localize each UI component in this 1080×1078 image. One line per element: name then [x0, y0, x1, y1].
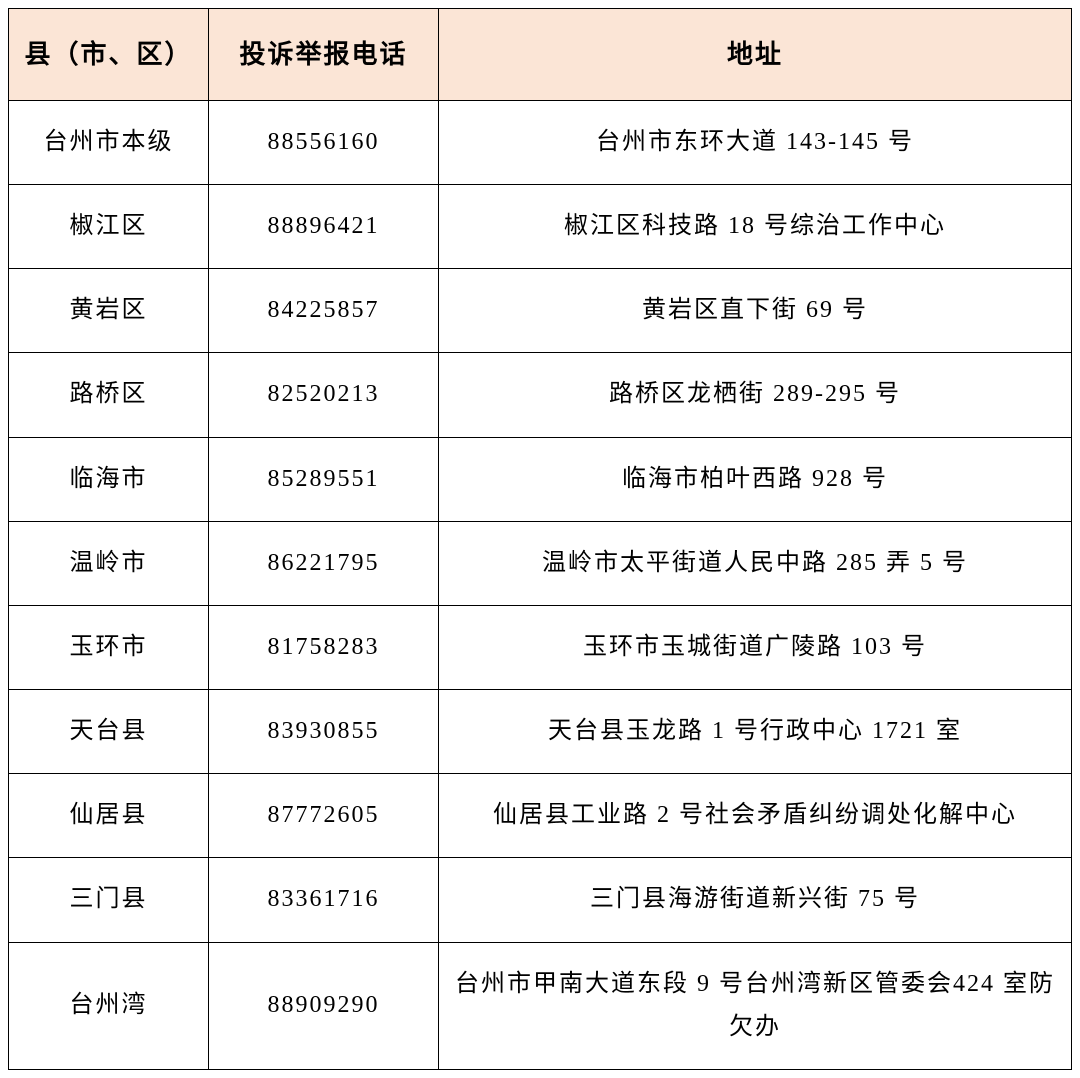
cell-district: 黄岩区 [9, 269, 209, 353]
cell-address: 台州市甲南大道东段 9 号台州湾新区管委会424 室防欠办 [439, 942, 1072, 1069]
table-header-row: 县（市、区） 投诉举报电话 地址 [9, 9, 1072, 101]
table-body: 台州市本级 88556160 台州市东环大道 143-145 号 椒江区 888… [9, 100, 1072, 1069]
cell-district: 台州市本级 [9, 100, 209, 184]
cell-phone: 81758283 [209, 605, 439, 689]
table-row: 台州湾 88909290 台州市甲南大道东段 9 号台州湾新区管委会424 室防… [9, 942, 1072, 1069]
cell-phone: 85289551 [209, 437, 439, 521]
cell-district: 温岭市 [9, 521, 209, 605]
cell-phone: 87772605 [209, 774, 439, 858]
cell-phone: 82520213 [209, 353, 439, 437]
cell-phone: 88556160 [209, 100, 439, 184]
cell-district: 临海市 [9, 437, 209, 521]
table-row: 临海市 85289551 临海市柏叶西路 928 号 [9, 437, 1072, 521]
cell-phone: 83930855 [209, 690, 439, 774]
table-row: 台州市本级 88556160 台州市东环大道 143-145 号 [9, 100, 1072, 184]
cell-district: 玉环市 [9, 605, 209, 689]
header-address: 地址 [439, 9, 1072, 101]
header-phone: 投诉举报电话 [209, 9, 439, 101]
cell-address: 椒江区科技路 18 号综治工作中心 [439, 184, 1072, 268]
cell-district: 椒江区 [9, 184, 209, 268]
cell-address: 三门县海游街道新兴街 75 号 [439, 858, 1072, 942]
cell-district: 台州湾 [9, 942, 209, 1069]
cell-address: 台州市东环大道 143-145 号 [439, 100, 1072, 184]
cell-address: 黄岩区直下街 69 号 [439, 269, 1072, 353]
cell-phone: 84225857 [209, 269, 439, 353]
table-row: 黄岩区 84225857 黄岩区直下街 69 号 [9, 269, 1072, 353]
cell-district: 仙居县 [9, 774, 209, 858]
cell-address: 温岭市太平街道人民中路 285 弄 5 号 [439, 521, 1072, 605]
cell-address: 仙居县工业路 2 号社会矛盾纠纷调处化解中心 [439, 774, 1072, 858]
table-row: 椒江区 88896421 椒江区科技路 18 号综治工作中心 [9, 184, 1072, 268]
cell-address: 天台县玉龙路 1 号行政中心 1721 室 [439, 690, 1072, 774]
table-row: 路桥区 82520213 路桥区龙栖街 289-295 号 [9, 353, 1072, 437]
cell-district: 路桥区 [9, 353, 209, 437]
header-district: 县（市、区） [9, 9, 209, 101]
cell-phone: 83361716 [209, 858, 439, 942]
cell-phone: 88896421 [209, 184, 439, 268]
table-row: 三门县 83361716 三门县海游街道新兴街 75 号 [9, 858, 1072, 942]
table-row: 天台县 83930855 天台县玉龙路 1 号行政中心 1721 室 [9, 690, 1072, 774]
table-row: 温岭市 86221795 温岭市太平街道人民中路 285 弄 5 号 [9, 521, 1072, 605]
table-row: 仙居县 87772605 仙居县工业路 2 号社会矛盾纠纷调处化解中心 [9, 774, 1072, 858]
cell-district: 三门县 [9, 858, 209, 942]
cell-district: 天台县 [9, 690, 209, 774]
cell-phone: 86221795 [209, 521, 439, 605]
cell-address: 路桥区龙栖街 289-295 号 [439, 353, 1072, 437]
table-row: 玉环市 81758283 玉环市玉城街道广陵路 103 号 [9, 605, 1072, 689]
cell-phone: 88909290 [209, 942, 439, 1069]
contact-table: 县（市、区） 投诉举报电话 地址 台州市本级 88556160 台州市东环大道 … [8, 8, 1072, 1070]
cell-address: 玉环市玉城街道广陵路 103 号 [439, 605, 1072, 689]
cell-address: 临海市柏叶西路 928 号 [439, 437, 1072, 521]
